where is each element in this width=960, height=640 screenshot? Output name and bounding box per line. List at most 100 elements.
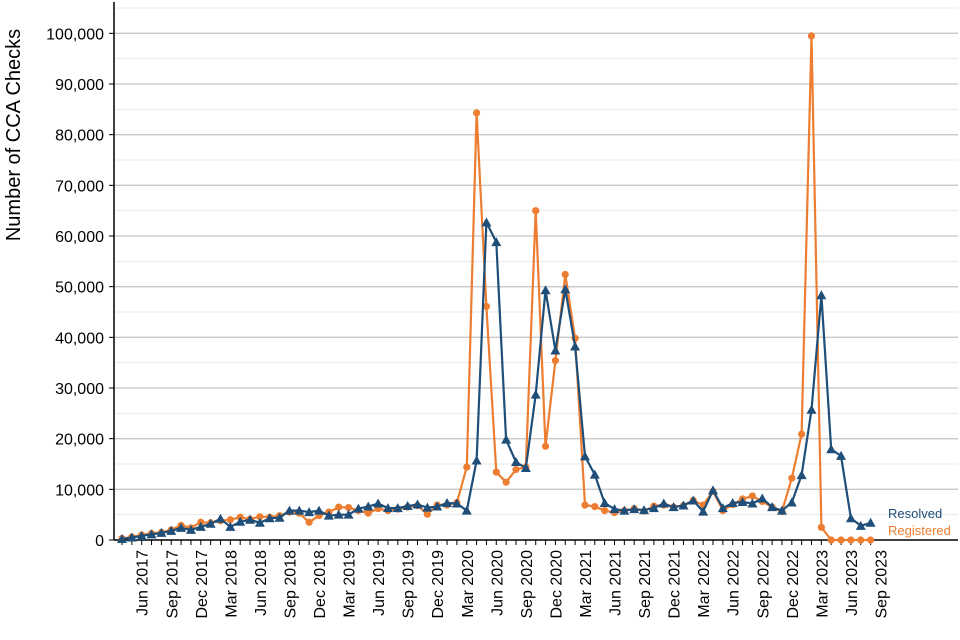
- x-tick-label: Jun 2017: [135, 550, 152, 616]
- y-tick-label: 90,000: [55, 77, 104, 94]
- y-tick-label: 80,000: [55, 128, 104, 145]
- registered-point: [502, 478, 510, 486]
- resolved-point: [698, 506, 709, 516]
- resolved-point: [264, 513, 275, 523]
- resolved-point: [855, 520, 866, 530]
- resolved-point: [629, 504, 640, 514]
- resolved-point: [225, 521, 236, 531]
- resolved-point: [776, 505, 787, 515]
- x-tick-label: Sep 2018: [282, 550, 299, 619]
- resolved-point: [156, 527, 167, 537]
- x-tick-label: Sep 2019: [401, 550, 418, 619]
- x-tick-label: Mar 2020: [460, 550, 477, 618]
- registered-point: [847, 536, 855, 544]
- registered-point: [807, 32, 816, 40]
- registered-point: [561, 270, 569, 279]
- registered-point: [532, 207, 540, 215]
- resolved-point: [589, 469, 600, 479]
- resolved-point: [826, 444, 837, 454]
- y-tick-label: 40,000: [55, 330, 104, 347]
- resolved-point: [658, 498, 669, 508]
- resolved-point: [579, 451, 590, 461]
- resolved-point: [284, 505, 295, 515]
- registered-point: [788, 474, 796, 482]
- resolved-point: [442, 498, 453, 508]
- resolved-point: [392, 503, 403, 513]
- x-tick-label: Jun 2019: [371, 550, 388, 616]
- resolved-point: [836, 450, 847, 460]
- registered-point: [581, 501, 589, 509]
- resolved-point: [353, 503, 364, 513]
- registered-point: [748, 492, 757, 500]
- resolved-point: [274, 512, 285, 522]
- y-tick-labels: 0 10,000 20,000 30,000 40,000 50,000 60,000 70,…: [46, 26, 114, 550]
- y-tick-label: 10,000: [55, 482, 104, 499]
- registered-point: [541, 442, 550, 450]
- resolved-point: [205, 518, 216, 528]
- legend: Resolved Registered: [888, 506, 951, 538]
- resolved-point: [294, 505, 305, 515]
- resolved-point: [599, 498, 610, 508]
- resolved-point: [432, 501, 443, 511]
- x-tick-label: Sep 2020: [519, 550, 536, 619]
- resolved-point: [678, 500, 689, 510]
- resolved-point: [136, 530, 147, 540]
- resolved-point: [215, 513, 226, 523]
- resolved-point: [402, 501, 413, 511]
- resolved-point: [845, 513, 856, 523]
- resolved-point: [343, 509, 354, 519]
- x-tick-label: Sep 2023: [873, 550, 890, 619]
- resolved-point: [717, 503, 728, 513]
- y-tick-label: 30,000: [55, 381, 104, 398]
- resolved-point: [245, 514, 256, 524]
- registered-point: [492, 468, 500, 476]
- axes: [113, 2, 958, 541]
- resolved-point: [333, 509, 344, 519]
- resolved-point: [422, 502, 433, 512]
- registered-point: [512, 465, 520, 474]
- x-tick-label: Mar 2022: [696, 550, 713, 618]
- registered-point: [305, 518, 313, 526]
- registered-point: [798, 430, 806, 438]
- resolved-point: [373, 498, 384, 508]
- resolved-point: [166, 525, 177, 535]
- resolved-point: [530, 389, 541, 399]
- resolved-point: [619, 505, 630, 515]
- resolved-point: [757, 493, 768, 503]
- resolved-point: [254, 517, 265, 527]
- resolved-point: [668, 502, 679, 512]
- registered-point: [256, 513, 264, 521]
- resolved-point: [747, 498, 758, 508]
- x-tick-label: Mar 2019: [342, 550, 359, 618]
- resolved-point: [461, 505, 472, 515]
- resolved-point: [382, 503, 393, 513]
- resolved-point: [520, 463, 531, 473]
- x-tick-label: Dec 2017: [194, 550, 211, 619]
- x-tick-labels: Jun 2017 Sep 2017 Dec 2017 Mar 2018 Jun 2018…: [121, 540, 890, 619]
- registered-point: [423, 510, 431, 518]
- resolved-point: [737, 497, 748, 506]
- registered-point: [335, 503, 343, 511]
- series: [117, 32, 876, 544]
- resolved-point: [688, 495, 699, 505]
- resolved-point: [639, 505, 650, 515]
- y-axis-title: Number of CCA Checks: [3, 29, 25, 241]
- x-tick-label: Mar 2021: [578, 550, 595, 618]
- registered-point: [601, 507, 609, 515]
- series-resolved: [117, 217, 876, 543]
- resolved-point: [176, 522, 187, 532]
- resolved-point: [117, 533, 127, 543]
- registered-point: [837, 536, 845, 544]
- resolved-point: [806, 404, 817, 414]
- x-tick-label: Mar 2023: [814, 550, 831, 618]
- y-tick-label: 60,000: [55, 229, 104, 246]
- legend-resolved: Resolved: [888, 506, 942, 521]
- registered-point: [551, 357, 560, 365]
- resolved-line: [121, 221, 871, 541]
- resolved-point: [501, 434, 512, 444]
- registered-point: [867, 536, 875, 544]
- resolved-point: [786, 497, 797, 507]
- resolved-point: [126, 532, 137, 542]
- resolved-point: [767, 502, 778, 512]
